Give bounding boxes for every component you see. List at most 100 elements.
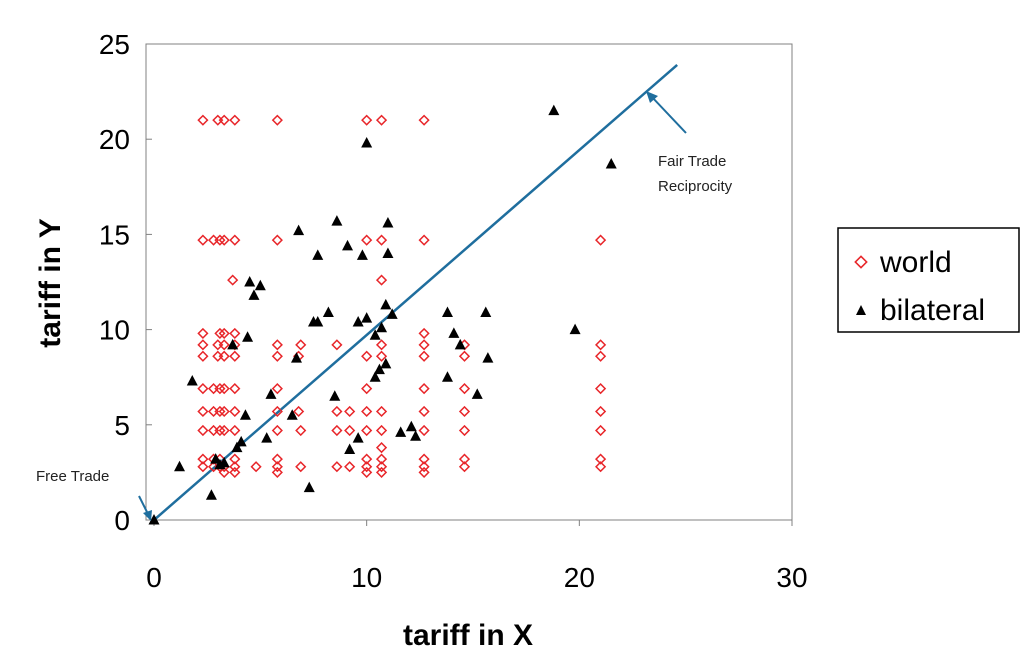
bilateral-point <box>441 371 453 382</box>
bilateral-point <box>448 327 460 338</box>
bilateral-point <box>352 432 364 443</box>
legend-box <box>837 227 1020 333</box>
bilateral-point <box>248 289 260 300</box>
fair-trade-arrow <box>650 95 687 134</box>
bilateral-point <box>227 338 239 350</box>
world-point <box>197 461 209 473</box>
x-tick-label: 10 <box>351 562 382 593</box>
fair-trade-label-line1: Fair Trade <box>658 153 726 170</box>
world-point <box>229 350 241 362</box>
free-trade-arrow <box>138 495 149 515</box>
bilateral-point <box>405 420 417 432</box>
bilateral-point <box>441 306 453 317</box>
world-point <box>207 383 220 395</box>
bilateral-point <box>569 323 581 335</box>
world-point <box>418 350 430 362</box>
world-point <box>229 461 241 473</box>
world-point <box>595 383 607 395</box>
y-tick-label: 20 <box>99 124 130 155</box>
world-point <box>375 461 388 473</box>
world-point <box>218 466 230 478</box>
bilateral-point <box>303 481 315 493</box>
world-point <box>218 327 230 339</box>
world-point <box>197 350 209 362</box>
world-point <box>207 234 220 246</box>
world-point <box>293 405 305 418</box>
world-point <box>271 405 283 418</box>
bilateral-point <box>293 224 305 236</box>
world-point <box>331 424 343 437</box>
world-point <box>197 405 209 418</box>
bilateral-point <box>312 315 324 327</box>
world-point <box>361 405 373 418</box>
world-point <box>361 234 373 246</box>
world-point <box>361 114 373 126</box>
world-point <box>212 350 224 362</box>
legend-world-label: world <box>879 246 952 279</box>
bilateral-point <box>265 388 277 399</box>
bilateral-point <box>356 249 368 260</box>
world-point <box>271 114 283 126</box>
world-point <box>418 424 430 437</box>
world-point <box>218 234 230 246</box>
fair-trade-arrowhead <box>646 91 658 103</box>
bilateral-point <box>186 375 198 386</box>
world-point <box>197 339 209 351</box>
world-point <box>595 234 607 246</box>
y-axis-ticks: 0 5 10 15 20 25 <box>99 29 152 536</box>
world-point <box>271 383 283 395</box>
world-point <box>271 350 283 362</box>
world-point <box>375 424 388 437</box>
world-point <box>218 405 230 418</box>
free-trade-label: Free Trade <box>36 468 109 485</box>
bilateral-point <box>369 329 381 340</box>
bilateral-point <box>210 453 222 464</box>
bilateral-point <box>373 363 385 375</box>
world-point <box>218 424 230 437</box>
world-point <box>229 453 241 465</box>
bilateral-point <box>235 435 247 447</box>
bilateral-point <box>605 157 617 169</box>
world-point <box>458 461 471 473</box>
bilateral-point <box>352 315 364 327</box>
world-point <box>458 350 471 362</box>
bilateral-point <box>471 388 483 399</box>
world-point <box>375 442 388 454</box>
world-point <box>212 114 224 126</box>
bilateral-point <box>239 409 251 420</box>
world-point <box>212 339 224 351</box>
world-point <box>229 405 241 418</box>
world-point <box>271 424 283 437</box>
world-point <box>418 339 430 351</box>
bilateral-point <box>380 357 392 369</box>
bilateral-point <box>548 104 560 116</box>
bilateral-point <box>254 279 266 291</box>
world-series <box>197 114 607 478</box>
bilateral-point <box>331 215 343 226</box>
bilateral-point <box>454 338 466 350</box>
legend: world bilateral <box>837 227 1020 333</box>
world-point <box>361 350 373 362</box>
plot-area-frame <box>145 43 793 521</box>
world-point <box>271 466 283 478</box>
world-point <box>418 114 430 126</box>
world-point <box>271 461 283 473</box>
bilateral-point <box>395 426 407 437</box>
x-tick-label: 30 <box>776 562 807 593</box>
world-point <box>418 466 430 478</box>
world-point <box>361 461 373 473</box>
bilateral-point <box>261 432 273 443</box>
world-point <box>375 405 388 418</box>
world-point <box>197 424 209 437</box>
world-point <box>197 327 209 339</box>
x-axis-title: tariff in X <box>403 619 533 652</box>
bilateral-point <box>382 247 394 258</box>
y-tick-label: 10 <box>99 315 130 346</box>
world-point <box>229 383 241 395</box>
world-point <box>344 424 356 437</box>
world-point <box>595 461 607 473</box>
world-point <box>344 461 356 473</box>
world-point <box>229 466 241 478</box>
legend-world-marker <box>854 255 868 269</box>
